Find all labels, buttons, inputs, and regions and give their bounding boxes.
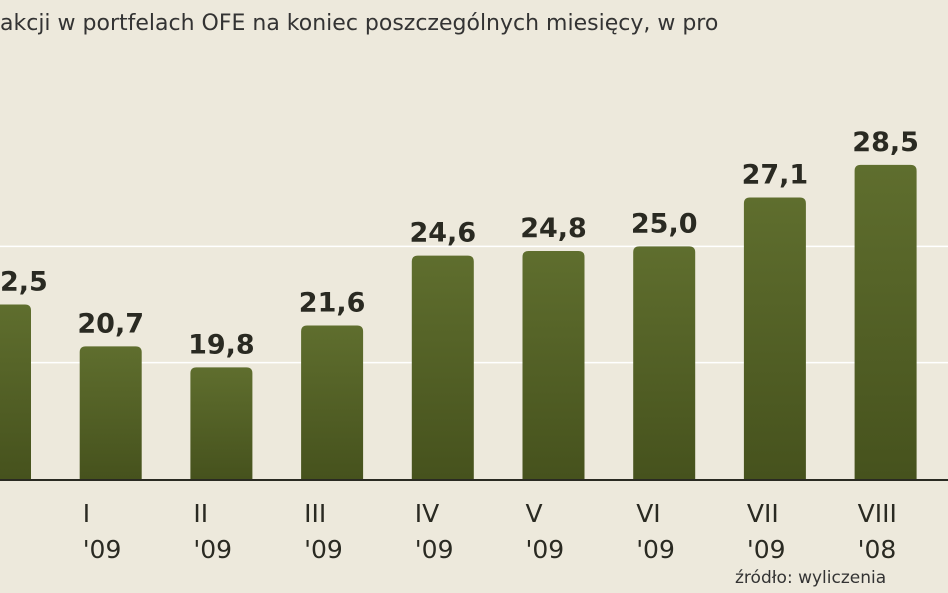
x-tick-label: VI: [636, 499, 660, 528]
bar: [854, 164, 917, 479]
x-tick-label: I: [83, 499, 90, 528]
x-tick-label: III: [304, 499, 326, 528]
x-tick-label: IV: [415, 499, 439, 528]
x-tick-label: '09: [747, 535, 786, 564]
value-label: 27,1: [742, 159, 809, 190]
x-tick-label: '09: [193, 535, 232, 564]
value-label: 19,8: [188, 329, 255, 360]
bar: [79, 346, 142, 479]
x-tick-label: '09: [526, 535, 565, 564]
value-label: 20,7: [77, 308, 144, 339]
x-tick-label: '09: [415, 535, 454, 564]
x-tick-label: V: [526, 499, 543, 528]
value-label: 28,5: [852, 127, 919, 158]
bar: [190, 367, 253, 479]
bar: [411, 255, 474, 479]
x-tick-label: '09: [304, 535, 343, 564]
value-label: 24,6: [409, 218, 476, 249]
bar: [0, 304, 31, 479]
bar: [522, 250, 585, 479]
x-tick-label: VIII: [858, 499, 897, 528]
chart-title: akcji w portfelach OFE na koniec poszcze…: [0, 11, 718, 36]
x-tick-label: '09: [83, 535, 122, 564]
x-tick-label: VII: [747, 499, 779, 528]
value-label: 24,8: [520, 213, 587, 244]
bar: [301, 325, 364, 479]
bar: [633, 246, 696, 479]
x-tick-label: '08: [858, 535, 897, 564]
bar: [743, 197, 806, 479]
x-tick-label: II: [193, 499, 208, 528]
source: źródło: wyliczenia: [735, 568, 886, 588]
value-label: 21,6: [299, 287, 366, 318]
x-tick-label: '09: [636, 535, 675, 564]
value-label: 25,0: [631, 208, 698, 239]
value-label: 2,5: [0, 267, 48, 298]
